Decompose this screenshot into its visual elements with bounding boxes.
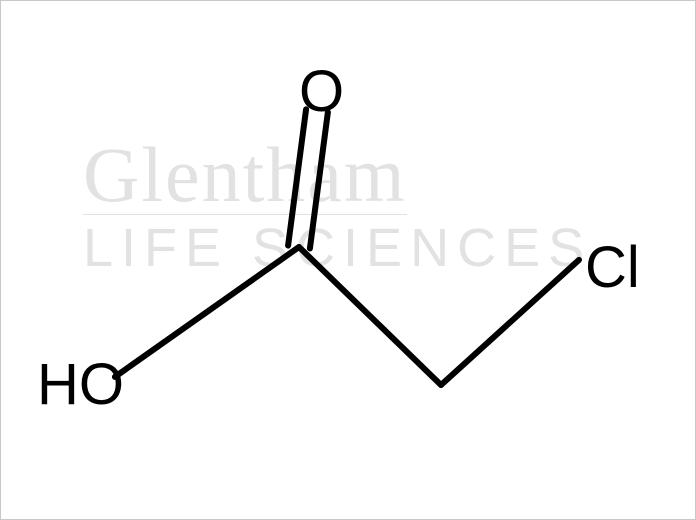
atom-label-o: O <box>299 63 344 121</box>
atom-label-ho: HO <box>37 356 124 414</box>
atom-label-cl: Cl <box>585 239 640 297</box>
structure-canvas: Glentham LIFE SCIENCES OHOCl <box>0 0 696 520</box>
